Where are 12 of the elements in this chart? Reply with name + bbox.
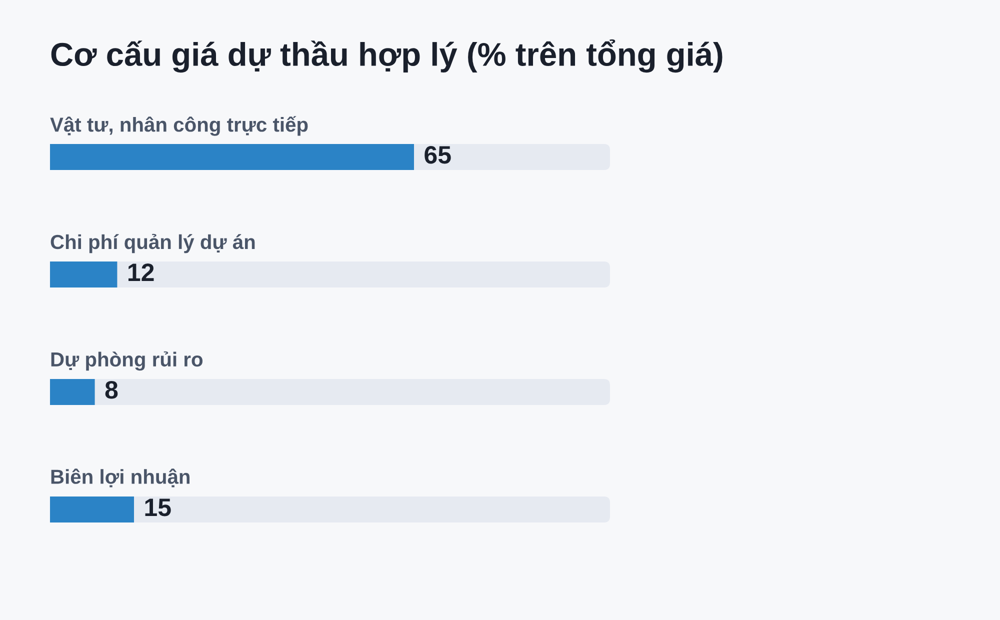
bar [50,379,95,405]
bar [50,496,134,522]
data-label: 15 [145,498,171,516]
data-label: 12 [128,264,154,281]
y-tick-label: Biên lợi nhuận [51,468,190,488]
data-label: 8 [105,381,118,399]
y-tick-label: Dự phòng rủi ro [51,351,203,371]
chart-title: Cơ cấu giá dự thầu hợp lý (% trên tổng giá) [51,39,722,73]
y-tick-label: Chi phí quản lý dự án [50,234,255,254]
bar [50,262,118,288]
y-tick-label: Vật tư, nhân công trực tiếp [50,116,308,136]
data-label: 65 [424,146,451,164]
